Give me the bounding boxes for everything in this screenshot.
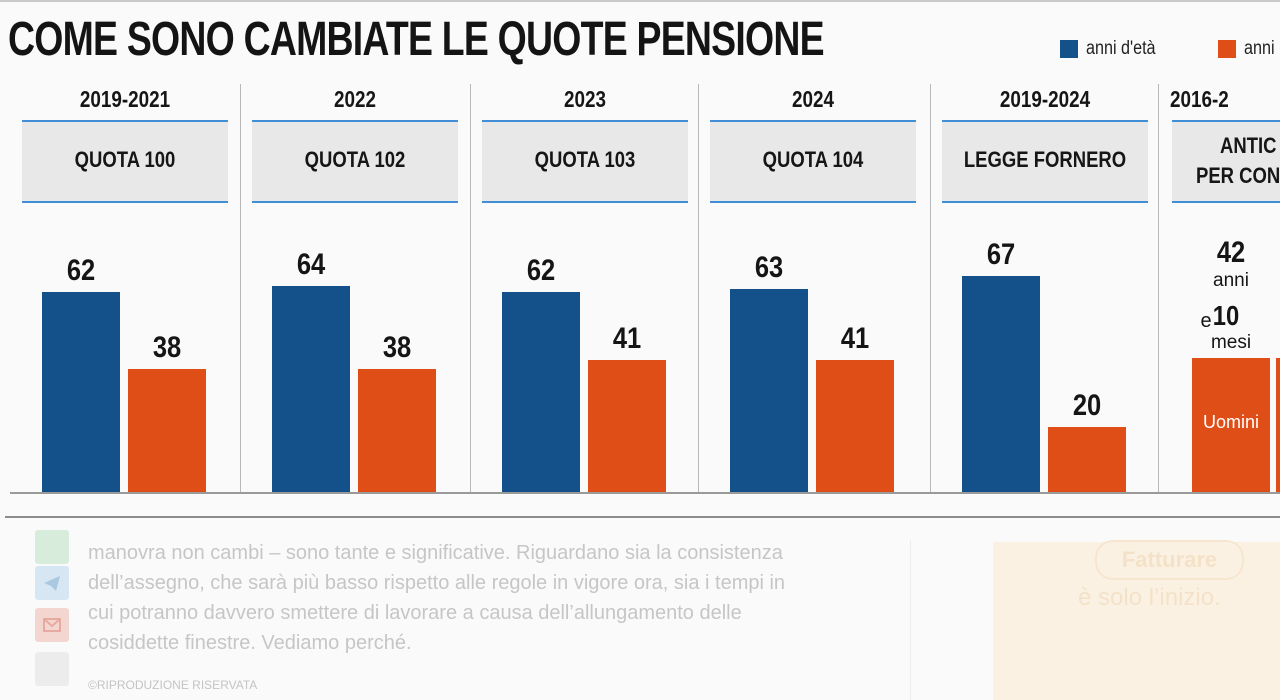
chart-baseline [10,492,1280,494]
bar-years [128,369,206,492]
telegram-glyph-icon [44,576,60,591]
period-label: 2019-2021 [79,86,171,112]
value-label-years: 41 [840,321,870,355]
anticipata-conj: e [1200,310,1212,332]
legend-swatch-age [1060,40,1078,58]
section-divider [5,516,1280,518]
value-label-age: 62 [66,254,96,287]
legend-item-years: anni [1218,38,1280,60]
header-band: QUOTA 102 [252,120,458,203]
article-line: cui potranno davvero smettere di lavorar… [88,602,742,624]
bar-age [272,285,350,492]
header-band: LEGGE FORNERO [942,120,1148,203]
article-line: dell’assegno, che sarà più basso rispett… [88,572,786,594]
email-share-icon[interactable] [35,608,69,642]
period-label: 2022 [334,86,376,112]
column-separator [930,84,931,494]
bar-age [502,292,580,492]
column-separator [240,84,241,494]
telegram-share-icon[interactable] [35,566,69,600]
sidebar-divider [910,540,911,700]
legend-label-years: anni [1244,38,1275,59]
quota-label: LEGGE FORNERO [963,147,1127,172]
anticipata-bar-label: Uomini [1202,412,1259,432]
chart-title: COME SONO CAMBIATE LE QUOTE PENSIONE [8,13,825,66]
quota-label: QUOTA 104 [762,147,864,172]
header-band-anticipata: ANTIC PER CONT [1172,120,1280,203]
band-label-anticipata-2: PER CONT [1196,163,1280,188]
legend-item-age: anni d'età [1060,38,1168,60]
bar-age [42,292,120,492]
email-glyph-icon [43,618,61,632]
header-band: QUOTA 104 [710,120,916,203]
band-label-anticipata-1: ANTIC [1220,133,1277,158]
value-label-age: 63 [754,250,784,284]
column-separator [698,84,699,494]
column-separator [1158,84,1159,494]
anticipata-years-word: anni [1213,270,1249,291]
bar-years [1048,427,1126,492]
anticipata-bar-women [1276,358,1280,492]
header-band: QUOTA 103 [482,120,688,203]
quota-label: QUOTA 103 [534,147,636,172]
ad-headline: Fatturare [1095,540,1244,580]
anticipata-years: 42 [1216,236,1246,269]
article-line: cosiddette finestre. Vediamo perché. [88,632,412,654]
period-label: 2023 [564,86,606,112]
period-label: 2019-2024 [999,86,1091,112]
value-label-years: 20 [1072,389,1102,423]
legend-label-age: anni d'età [1086,38,1156,59]
whatsapp-share-icon[interactable] [35,530,69,564]
bar-age [730,288,808,492]
period-label-anticipata: 2016-2 [1170,86,1229,112]
header-band: QUOTA 100 [22,120,228,203]
article-text: manovra non cambi – sono tante e signifi… [88,538,878,658]
top-rule [0,0,1280,2]
article-line: manovra non cambi – sono tante e signifi… [88,542,783,564]
quota-label: QUOTA 102 [304,147,406,172]
bar-years [358,369,436,492]
anticipata-months: 10 [1212,300,1240,331]
period-label: 2024 [792,86,834,112]
value-label-years: 41 [612,321,642,355]
column-separator [470,84,471,494]
bar-years [816,359,894,492]
quota-label: QUOTA 100 [74,147,176,172]
value-label-years: 38 [382,331,412,365]
ad-tagline: è solo l’inizio. [1078,584,1221,611]
value-label-age: 64 [296,247,326,281]
anticipata-bar-men: Uomini [1192,358,1270,492]
value-label-years: 38 [152,331,182,365]
anticipata-months-word: mesi [1210,332,1252,353]
copyright-notice: ©RIPRODUZIONE RISERVATA [88,678,258,692]
legend-swatch-years [1218,40,1236,58]
value-label-age: 67 [986,237,1016,271]
bar-years [588,359,666,492]
bar-age [962,275,1040,492]
print-share-icon[interactable] [35,652,69,686]
value-label-age: 62 [526,254,556,287]
